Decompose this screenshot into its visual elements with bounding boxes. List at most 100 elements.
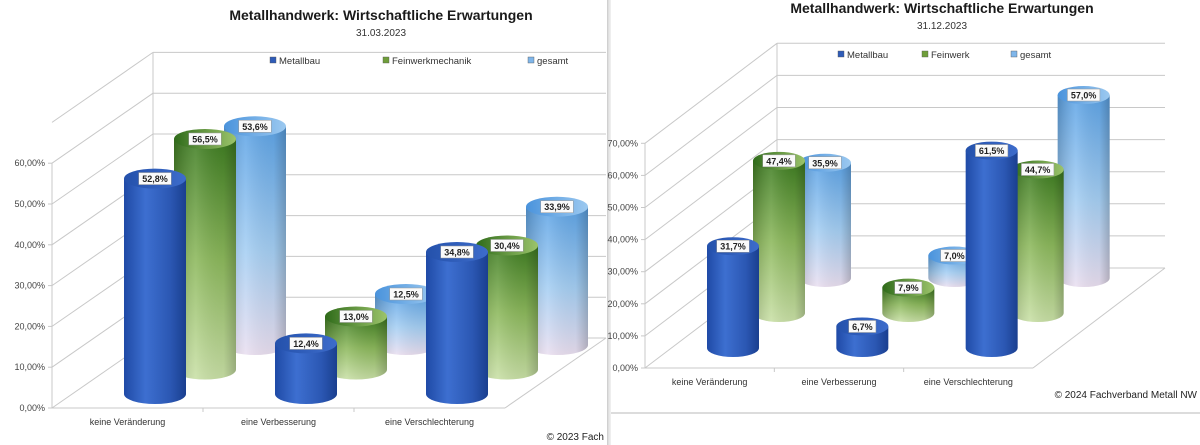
gridline-side (644, 139, 778, 240)
bar-metallbau-1: 12,4% (275, 333, 337, 404)
bar-shading (526, 206, 588, 355)
data-label: 35,9% (812, 158, 838, 168)
bar-feinwerk-0: 47,4% (753, 151, 805, 322)
x-tick-label: eine Verbesserung (801, 377, 876, 387)
y-tick-label: 20,00% (14, 321, 45, 331)
y-tick-label: 60,00% (607, 170, 638, 180)
data-label: 53,6% (242, 122, 268, 132)
bar-shading (476, 245, 538, 380)
legend-swatch-icon (1010, 50, 1018, 58)
data-label: 7,9% (898, 283, 919, 293)
bar-shading (325, 316, 387, 380)
bar-feinwerk-2: 44,7% (1011, 160, 1064, 322)
data-label: 52,8% (142, 174, 168, 184)
data-label-box (808, 156, 842, 170)
panel-separator-line (611, 412, 1200, 414)
data-label: 44,7% (1025, 165, 1051, 175)
y-tick-label: 20,00% (607, 299, 638, 309)
y-tick-label: 40,00% (607, 235, 638, 245)
bar-shading (1057, 95, 1110, 287)
copyright-text: © 2024 Fachverband Metall NW (1055, 390, 1198, 401)
bar-body (965, 150, 1018, 357)
data-label-box (188, 132, 222, 146)
bar-metallbau-2: 34,8% (426, 242, 488, 404)
bar-metallbau-1: 6,7% (836, 317, 889, 358)
gridline-side (644, 42, 778, 144)
data-label: 7,0% (944, 251, 965, 261)
chart-panel-2024: Metallhandwerk: Wirtschaftliche Erwartun… (607, 0, 1200, 445)
x-tick-label: eine Verschlechterung (385, 417, 474, 427)
data-label: 56,5% (192, 134, 218, 144)
data-label-box (490, 239, 524, 252)
bar-gesamt-1: 12,5% (375, 284, 437, 355)
legend-label: Metallbau (847, 50, 888, 61)
legend-swatch-icon (921, 50, 929, 58)
bar-gesamt-2: 33,9% (526, 196, 588, 355)
legend-swatch-icon (269, 56, 277, 64)
y-tick-label: 30,00% (14, 281, 45, 291)
chart-title: Metallhandwerk: Wirtschaftliche Erwartun… (229, 7, 532, 23)
data-label-box (848, 320, 877, 333)
y-tick-label: 50,00% (607, 203, 638, 213)
y-tick-label: 30,00% (607, 267, 638, 277)
data-label: 12,5% (393, 290, 419, 300)
bar-gesamt-2: 57,0% (1057, 86, 1110, 287)
bar-shading (224, 126, 286, 355)
legend-label: gesamt (1020, 50, 1052, 61)
y-tick-label: 10,00% (14, 362, 45, 372)
floor-edge (504, 337, 607, 409)
gridline-side (51, 133, 154, 205)
data-label-box (289, 337, 323, 350)
bar-feinwerkmechanik-0: 56,5% (174, 128, 236, 380)
legend-label: Feinwerk (931, 50, 970, 61)
gridline-side (644, 107, 778, 208)
data-label-box (540, 200, 574, 213)
bar-metallbau-2: 61,5% (965, 141, 1018, 357)
y-tick-label: 50,00% (14, 199, 45, 209)
x-tick-label: eine Verbesserung (241, 417, 316, 427)
y-tick-label: 60,00% (14, 158, 45, 168)
y-tick-label: 0,00% (19, 403, 45, 413)
data-label-box (894, 281, 923, 294)
bar-metallbau-0: 31,7% (707, 237, 759, 357)
legend-swatch-icon (382, 56, 390, 64)
data-label: 30,4% (494, 241, 520, 251)
bar-shading (882, 287, 935, 322)
legend-swatch-icon (837, 50, 845, 58)
data-label-box (389, 287, 423, 301)
gridline-side (51, 51, 154, 123)
bar-shading (174, 138, 236, 380)
copyright-text: © 2023 Fach (547, 432, 604, 443)
chart-title: Metallhandwerk: Wirtschaftliche Erwartun… (790, 0, 1093, 16)
bar-feinwerkmechanik-1: 13,0% (325, 306, 387, 380)
data-label-box (1067, 88, 1101, 102)
bar-gesamt-0: 53,6% (224, 116, 286, 355)
data-label: 61,5% (979, 146, 1005, 156)
y-tick-label: 40,00% (14, 240, 45, 250)
data-label-box (339, 310, 373, 323)
chart-subtitle: 31.03.2023 (356, 28, 406, 39)
data-label: 12,4% (293, 339, 319, 349)
bar-shading (375, 294, 437, 355)
data-label: 31,7% (720, 242, 746, 252)
y-tick-label: 70,00% (607, 138, 638, 148)
bar-body (124, 178, 186, 404)
bar-body (707, 246, 759, 357)
data-label: 33,9% (544, 202, 570, 212)
bar-shading (799, 162, 851, 287)
legend-label: gesamt (537, 56, 569, 67)
data-label-box (1021, 163, 1055, 176)
data-label-box (716, 239, 750, 253)
floor-edge (1032, 267, 1166, 369)
y-tick-label: 0,00% (612, 363, 638, 373)
bar-shading (1011, 169, 1064, 322)
chart-panel-2023: Metallhandwerk: Wirtschaftliche Erwartun… (14, 7, 607, 443)
data-label: 57,0% (1071, 91, 1097, 101)
x-tick-label: keine Veränderung (90, 417, 166, 427)
chart-2023: Metallhandwerk: Wirtschaftliche Erwartun… (14, 7, 607, 443)
data-label: 34,8% (444, 248, 470, 258)
bar-metallbau-0: 52,8% (124, 168, 186, 404)
data-label: 13,0% (343, 312, 369, 322)
bar-shading (753, 160, 805, 322)
data-label: 47,4% (766, 156, 792, 166)
